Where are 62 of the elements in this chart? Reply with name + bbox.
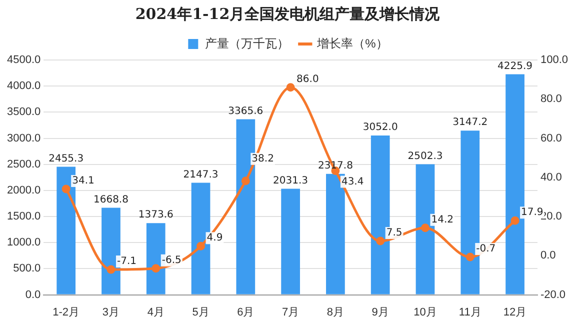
data-label: 4.9 <box>206 232 223 244</box>
data-label: -0.7 <box>476 244 496 255</box>
data-label: 2147.3 <box>183 169 218 180</box>
x-tick-label: 8月 <box>326 306 344 318</box>
point <box>420 224 430 232</box>
data-label: 17.9 <box>521 207 544 218</box>
y-tick-label: 4000.0 <box>6 80 41 92</box>
point <box>286 83 295 92</box>
data-label: 1373.6 <box>138 210 174 221</box>
y-tick-label: 2500.0 <box>6 158 41 170</box>
data-label: 14.2 <box>431 214 454 226</box>
x-tick-label: 9月 <box>372 306 389 318</box>
x-tick-label: 11月 <box>458 306 482 318</box>
y2-tick-label: 100.0 <box>540 54 568 66</box>
point <box>196 242 206 250</box>
y2-tick-label: -20.0 <box>540 288 566 301</box>
data-label: 2502.3 <box>408 150 443 162</box>
data-label: 43.4 <box>341 176 364 188</box>
y-tick-label: 500.0 <box>13 262 41 275</box>
x-tick-label: 10月 <box>414 306 437 318</box>
x-tick-label: 4月 <box>147 306 164 318</box>
point <box>466 252 474 262</box>
legend-label: 增长率（%） <box>316 36 388 50</box>
x-tick-label: 12月 <box>503 306 527 318</box>
data-label: 4225.9 <box>498 60 533 72</box>
bar <box>281 188 300 294</box>
y-tick-label: 3000.0 <box>6 132 41 144</box>
data-label: 3147.2 <box>452 117 488 128</box>
y2-tick-label: 40.0 <box>540 171 562 184</box>
x-tick-label: 5月 <box>192 306 210 318</box>
data-label: 3052.0 <box>362 122 398 134</box>
data-label: 7.5 <box>386 228 402 239</box>
point <box>62 184 70 194</box>
data-label: 38.2 <box>252 154 274 165</box>
point <box>376 236 385 246</box>
data-label: -7.1 <box>116 256 136 268</box>
point <box>510 216 520 225</box>
y2-tick-label: 0.0 <box>540 250 556 262</box>
y-tick-label: 0.0 <box>25 288 41 301</box>
y-tick-label: 2000.0 <box>6 184 41 196</box>
chart-title: 2024年1-12月全国发电机组产量及增长情况 <box>135 4 441 23</box>
y2-tick-label: 60.0 <box>540 132 562 144</box>
legend-label: 产量（万千瓦） <box>205 36 290 50</box>
y-tick-label: 1000.0 <box>6 236 41 249</box>
y-tick-label: 1500.0 <box>6 210 41 223</box>
y-tick-label: 3500.0 <box>6 106 41 118</box>
point <box>106 265 116 274</box>
data-label: 1668.8 <box>93 194 128 206</box>
x-tick-label: 6月 <box>237 306 254 318</box>
point <box>152 264 160 273</box>
x-tick-label: 3月 <box>102 306 120 318</box>
data-label: 3365.6 <box>228 106 264 117</box>
x-tick-label: 1-2月 <box>52 306 80 318</box>
x-tick-label: 7月 <box>282 306 300 318</box>
point <box>241 176 250 186</box>
data-label: 2031.3 <box>273 175 308 186</box>
data-label: -6.5 <box>162 254 182 266</box>
y-tick-label: 4500.0 <box>6 54 41 66</box>
data-label: 2455.3 <box>48 153 84 164</box>
y2-tick-label: 80.0 <box>540 93 562 106</box>
data-label: 34.1 <box>72 176 94 187</box>
data-label: 86.0 <box>296 74 319 85</box>
